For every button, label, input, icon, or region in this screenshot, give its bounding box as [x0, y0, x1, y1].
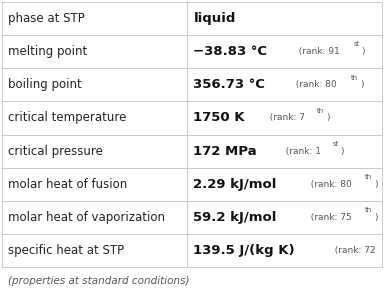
Text: th: th — [351, 74, 358, 81]
Text: (rank: 72: (rank: 72 — [329, 246, 375, 255]
Text: (rank: 80: (rank: 80 — [290, 80, 337, 89]
Text: th: th — [365, 207, 372, 213]
Text: 356.73 °C: 356.73 °C — [194, 78, 265, 91]
Text: 59.2 kJ/mol: 59.2 kJ/mol — [194, 211, 277, 224]
Text: ): ) — [375, 180, 378, 189]
Text: liquid: liquid — [194, 12, 236, 25]
Text: 2.29 kJ/mol: 2.29 kJ/mol — [194, 178, 277, 191]
Text: 1750 K: 1750 K — [194, 111, 245, 125]
Text: 172 MPa: 172 MPa — [194, 144, 257, 158]
Text: molar heat of fusion: molar heat of fusion — [8, 178, 127, 191]
Text: ): ) — [326, 113, 329, 122]
Text: st: st — [353, 41, 360, 47]
Text: ): ) — [341, 146, 344, 156]
Text: st: st — [333, 141, 339, 147]
Text: molar heat of vaporization: molar heat of vaporization — [8, 211, 165, 224]
Text: boiling point: boiling point — [8, 78, 82, 91]
Text: (rank: 1: (rank: 1 — [280, 146, 321, 156]
Text: th: th — [365, 174, 372, 180]
Text: th: th — [317, 108, 324, 114]
Text: (rank: 80: (rank: 80 — [305, 180, 352, 189]
Text: (rank: 7: (rank: 7 — [264, 113, 305, 122]
Text: ): ) — [375, 213, 378, 222]
Text: (rank: 91: (rank: 91 — [293, 47, 340, 56]
Text: melting point: melting point — [8, 45, 87, 58]
Text: specific heat at STP: specific heat at STP — [8, 244, 124, 257]
Text: (properties at standard conditions): (properties at standard conditions) — [8, 276, 189, 286]
Text: 139.5 J/(kg K): 139.5 J/(kg K) — [194, 244, 295, 257]
Text: critical temperature: critical temperature — [8, 111, 126, 125]
Text: −38.83 °C: −38.83 °C — [194, 45, 267, 58]
Text: ): ) — [361, 47, 365, 56]
Text: ): ) — [360, 80, 363, 89]
Text: (rank: 75: (rank: 75 — [305, 213, 352, 222]
Text: critical pressure: critical pressure — [8, 144, 103, 158]
Text: phase at STP: phase at STP — [8, 12, 85, 25]
